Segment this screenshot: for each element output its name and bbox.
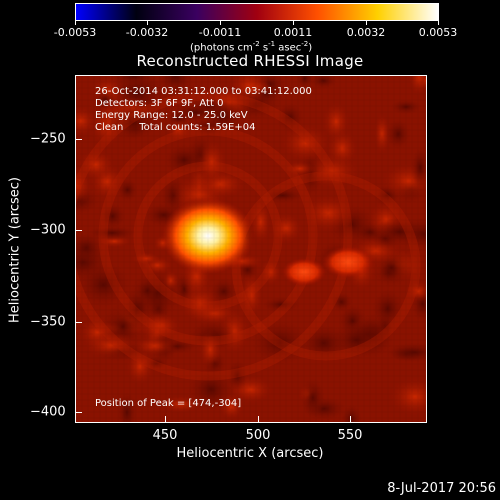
y-tick-label: −300	[30, 223, 66, 238]
colorbar-tick	[147, 21, 148, 25]
colorbar-tick	[75, 21, 76, 25]
info-energy-range: Energy Range: 12.0 - 25.0 keV	[95, 110, 248, 121]
y-axis-title: Heliocentric Y (arcsec)	[8, 177, 23, 323]
colorbar-tick	[220, 21, 221, 25]
plot-timestamp: 8-Jul-2017 20:56	[387, 481, 496, 496]
colorbar-tick-label: -0.0011	[199, 26, 241, 39]
colorbar-tick	[438, 21, 439, 25]
x-tick-label: 450	[153, 428, 178, 443]
y-tick	[75, 139, 82, 140]
info-clean-counts: Clean Total counts: 1.59E+04	[95, 122, 255, 133]
x-tick	[350, 416, 351, 423]
y-tick-label: −400	[30, 405, 66, 420]
colorbar-tick-label: 0.0011	[274, 26, 313, 39]
image-plot-area: 26-Oct-2014 03:31:12.000 to 03:41:12.000…	[75, 75, 427, 423]
x-tick	[258, 416, 259, 423]
info-detectors: Detectors: 3F 6F 9F, Att 0	[95, 98, 223, 109]
colorbar-tick-label: 0.0053	[419, 26, 458, 39]
colorbar-tick	[293, 21, 294, 25]
y-tick	[75, 412, 82, 413]
x-tick-label: 500	[246, 428, 271, 443]
colorbar-tick-label: -0.0053	[54, 26, 96, 39]
info-time-range: 26-Oct-2014 03:31:12.000 to 03:41:12.000	[95, 86, 312, 97]
y-tick	[75, 322, 82, 323]
colorbar	[75, 3, 439, 21]
y-tick-label: −350	[30, 315, 66, 330]
y-tick	[75, 230, 82, 231]
colorbar-tick-label: -0.0032	[126, 26, 168, 39]
y-tick-label: −250	[30, 132, 66, 147]
x-tick	[165, 416, 166, 423]
plot-title: Reconstructed RHESSI Image	[0, 52, 500, 70]
colorbar-tick-label: 0.0032	[347, 26, 386, 39]
peak-position-label: Position of Peak = [474,-304]	[95, 398, 241, 409]
x-tick-label: 550	[338, 428, 363, 443]
x-axis-title: Heliocentric X (arcsec)	[0, 446, 500, 461]
colorbar-tick	[366, 21, 367, 25]
